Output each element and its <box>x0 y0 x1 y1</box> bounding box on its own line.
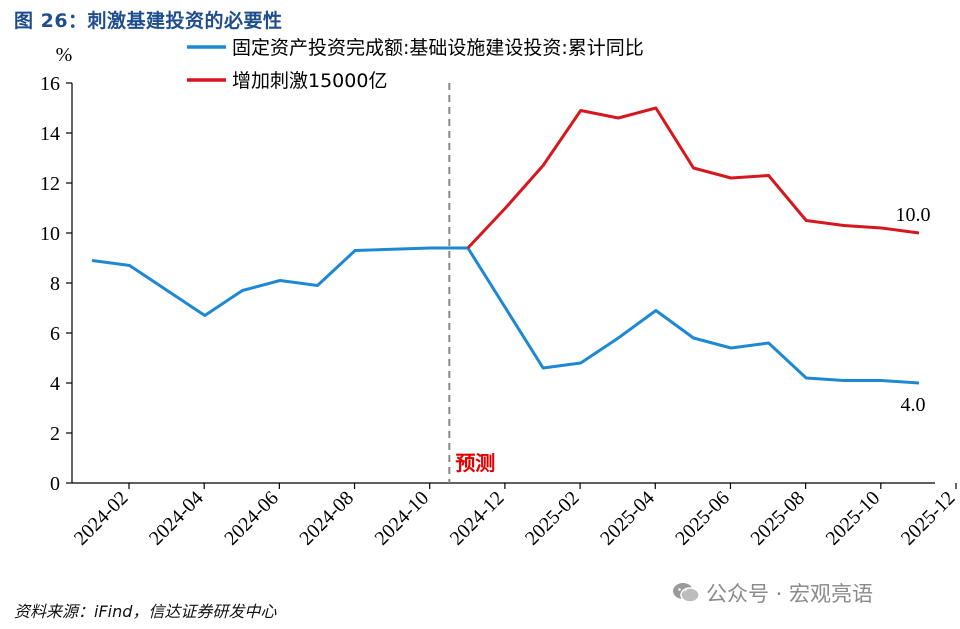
x-tick-label: 2024-08 <box>295 487 358 550</box>
x-tick-label: 2024-06 <box>220 487 283 550</box>
end-value-label: 4.0 <box>901 394 926 416</box>
source-note: 资料来源：iFind，信达证券研发中心 <box>14 602 277 621</box>
x-tick-label: 2025-02 <box>521 487 584 550</box>
x-tick-label: 2025-08 <box>746 487 809 550</box>
end-value-label: 10.0 <box>896 204 931 226</box>
wechat-icon <box>672 581 700 605</box>
y-tick-label: 4 <box>50 373 60 395</box>
legend-label: 增加刺激15000亿 <box>232 70 387 92</box>
y-axis-unit: % <box>56 44 73 66</box>
series-line-2 <box>466 106 920 250</box>
y-tick-label: 12 <box>40 173 60 195</box>
y-tick-label: 2 <box>50 423 60 445</box>
x-tick-label: 2025-04 <box>596 487 659 550</box>
x-tick-label: 2024-12 <box>446 487 509 550</box>
x-tick-label: 2024-04 <box>145 487 208 550</box>
series-line-1 <box>91 246 920 385</box>
y-tick-label: 10 <box>40 223 60 245</box>
y-tick-label: 6 <box>50 323 60 345</box>
y-tick-label: 0 <box>50 473 60 495</box>
x-tick-label: 2025-06 <box>671 487 734 550</box>
figure-title: 图 26：刺激基建投资的必要性 <box>14 10 283 32</box>
x-tick-label: 2025-10 <box>822 487 885 550</box>
y-tick-label: 14 <box>40 123 60 145</box>
legend-label: 固定资产投资完成额:基础设施建设投资:累计同比 <box>232 37 644 59</box>
watermark-text: 公众号 · 宏观亮语 <box>706 582 874 606</box>
x-tick-label: 2024-10 <box>371 487 434 550</box>
watermark: 公众号 · 宏观亮语 <box>672 578 873 608</box>
x-tick-label: 2025-12 <box>897 487 960 550</box>
x-tick-label: 2024-02 <box>70 487 133 550</box>
forecast-label: 预测 <box>455 451 495 475</box>
y-tick-label: 8 <box>50 273 60 295</box>
y-tick-label: 16 <box>40 73 60 95</box>
